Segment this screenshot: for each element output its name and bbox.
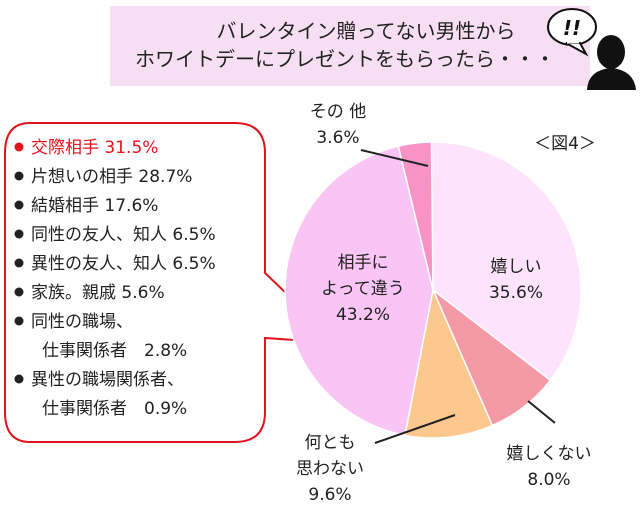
header-banner: [110, 6, 590, 86]
slice-label-4: その 他: [310, 102, 366, 122]
person-silhouette-icon: [587, 35, 636, 90]
callout-bullet-icon: [14, 142, 24, 152]
slice-label-0: 嬉しい: [491, 257, 542, 277]
slice-value-3: 43.2%: [336, 305, 390, 325]
callout-item-7-cont: 仕事関係者 0.9%: [42, 399, 187, 419]
slice-value-2: 9.6%: [308, 485, 351, 505]
slice-label-2: 何とも: [305, 433, 356, 453]
pie-slice-2: [404, 287, 494, 439]
slice-value-1: 8.0%: [527, 470, 570, 490]
pie-slices: [284, 141, 582, 439]
leader-line-nothing: [374, 414, 456, 444]
callout-bullet-icon: [14, 229, 24, 239]
pie-slice-3: [284, 145, 434, 437]
header-line-1: バレンタイン贈ってない男性から: [217, 19, 516, 43]
callout-bullet-icon: [14, 287, 24, 297]
callout-item-6-cont: 仕事関係者 2.8%: [42, 341, 187, 361]
callout-list: 交際相手 31.5% 片想いの相手 28.7% 結婚相手 17.6% 同性の友人、知人…: [14, 138, 216, 419]
callout-bullet-icon: [14, 258, 24, 268]
callout-item-4: 異性の友人、知人 6.5%: [31, 254, 216, 274]
callout-bullet-icon: [14, 171, 24, 181]
slice-value-0: 35.6%: [489, 283, 543, 303]
callout-item-5: 家族。親戚 5.6%: [31, 283, 165, 303]
callout-item-0: 交際相手 31.5%: [31, 138, 158, 158]
callout-item-2: 結婚相手 17.6%: [31, 196, 158, 216]
slice-value-4: 3.6%: [316, 128, 359, 148]
callout-box: [4, 122, 341, 443]
pie-slice-0: [430, 141, 582, 382]
callout-item-7: 異性の職場関係者、: [31, 370, 184, 390]
slice-label-2-line2: 思わない: [296, 459, 364, 479]
slice-label-1: 嬉しくない: [507, 444, 592, 464]
leader-line-not-happy: [527, 400, 556, 424]
header-line-2: ホワイトデーにプレゼントをもらったら・・・: [135, 47, 555, 71]
callout-item-3: 同性の友人、知人 6.5%: [31, 225, 216, 245]
slice-label-3-line2: よって違う: [321, 279, 405, 299]
callout-bullet-icon: [14, 316, 24, 326]
exclaim-text: !!: [563, 16, 581, 40]
pie-slice-4: [397, 141, 434, 291]
slice-label-3: 相手に: [338, 253, 389, 273]
callout-item-6: 同性の職場、: [31, 312, 133, 332]
callout-item-1: 片想いの相手 28.7%: [31, 167, 192, 187]
callout-bullet-icon: [14, 374, 24, 384]
leader-line-other: [360, 149, 429, 167]
callout-bullet-icon: [14, 200, 24, 210]
exclaim-bubble-icon: !!: [547, 8, 597, 57]
figure-label: ＜図4＞: [534, 134, 596, 154]
